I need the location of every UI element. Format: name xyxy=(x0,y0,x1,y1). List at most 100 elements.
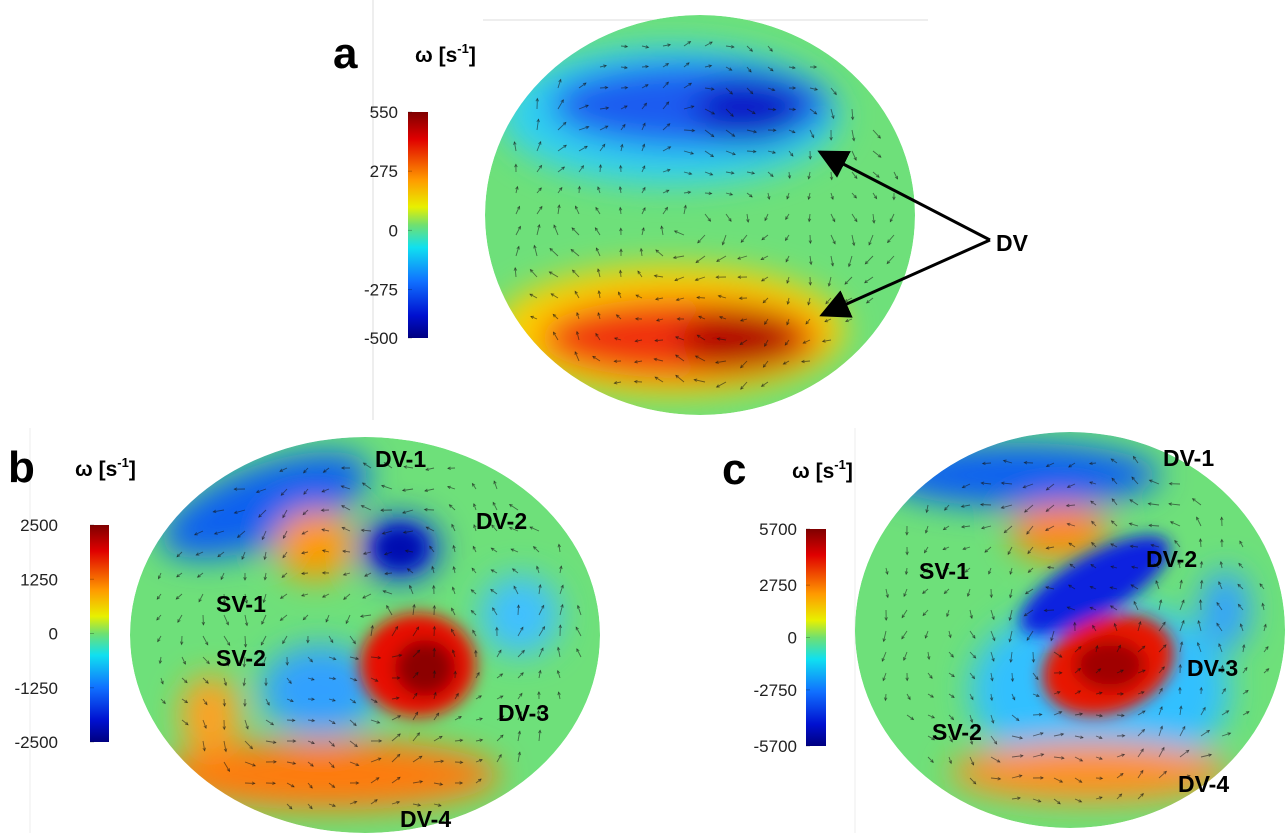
velocity-vector xyxy=(786,276,790,284)
vector-head xyxy=(645,45,650,49)
vector-head xyxy=(585,125,590,130)
velocity-vector xyxy=(1091,542,1097,548)
vector-head xyxy=(988,570,992,575)
velocity-vector xyxy=(570,249,580,257)
velocity-vector xyxy=(572,269,580,278)
vector-head xyxy=(203,725,207,729)
vector-head xyxy=(1198,538,1203,542)
velocity-vector xyxy=(965,567,971,573)
vector-head xyxy=(1245,711,1250,715)
vector-head xyxy=(1110,520,1115,524)
vector-head xyxy=(927,656,931,661)
vector-head xyxy=(404,549,409,553)
velocity-vector xyxy=(1158,599,1162,611)
velocity-vector xyxy=(433,760,444,763)
velocity-vector xyxy=(1200,707,1206,716)
vector-head xyxy=(1077,690,1082,694)
velocity-vector xyxy=(307,803,313,809)
vector-head xyxy=(453,670,457,675)
vector-head xyxy=(1000,505,1005,509)
vector-head xyxy=(1023,509,1028,513)
vector-head xyxy=(694,277,699,282)
velocity-vector xyxy=(391,626,399,637)
velocity-vector xyxy=(1010,651,1013,663)
vector-head xyxy=(292,739,297,743)
velocity-vector xyxy=(557,205,560,215)
velocity-vector xyxy=(282,551,288,558)
vector-head xyxy=(886,260,891,265)
velocity-vector xyxy=(982,462,992,464)
vector-head xyxy=(1079,758,1084,762)
velocity-vector xyxy=(244,761,256,767)
velocity-vector xyxy=(513,586,519,595)
vector-head xyxy=(362,551,367,555)
velocity-vector xyxy=(618,292,622,299)
vector-head xyxy=(156,595,161,600)
velocity-vector xyxy=(384,462,393,469)
vector-head xyxy=(179,641,184,646)
velocity-vector xyxy=(361,505,372,511)
velocity-vector xyxy=(787,297,790,305)
vector-head xyxy=(340,485,345,489)
velocity-vector xyxy=(704,41,713,47)
velocity-vector xyxy=(654,376,664,383)
vector-head xyxy=(769,67,774,72)
velocity-vector xyxy=(536,187,542,194)
vector-head xyxy=(340,466,345,470)
vector-head xyxy=(1009,659,1013,663)
vector-head xyxy=(1132,455,1137,460)
velocity-vector xyxy=(946,609,950,617)
vector-head xyxy=(808,155,812,160)
vector-head xyxy=(415,671,419,676)
vector-head xyxy=(739,341,744,346)
vector-head xyxy=(709,172,714,176)
velocity-vector xyxy=(1116,773,1124,779)
vector-head xyxy=(303,491,307,495)
velocity-vector xyxy=(517,605,520,616)
vector-head xyxy=(451,607,455,612)
velocity-vector xyxy=(262,656,267,666)
vector-head xyxy=(605,106,610,110)
velocity-vector xyxy=(370,799,378,805)
vector-head xyxy=(360,528,365,533)
velocity-vector xyxy=(1095,714,1103,717)
vector-head xyxy=(683,204,687,209)
velocity-vector xyxy=(181,677,188,683)
vector-head xyxy=(1148,523,1153,528)
vector-head xyxy=(1261,602,1265,607)
vector-head xyxy=(362,462,367,466)
vector-head xyxy=(1058,671,1063,675)
velocity-vector xyxy=(341,505,351,511)
vector-head xyxy=(655,318,660,322)
velocity-vector xyxy=(694,379,706,383)
velocity-vector xyxy=(491,569,498,574)
vector-head xyxy=(772,107,777,112)
vector-head xyxy=(355,781,360,785)
velocity-vector xyxy=(704,150,714,158)
vector-head xyxy=(158,660,163,665)
velocity-vector xyxy=(302,509,309,515)
vector-head xyxy=(1058,711,1063,715)
vector-head xyxy=(458,716,463,720)
velocity-vector xyxy=(948,714,954,720)
velocity-vector xyxy=(454,739,463,742)
vector-head xyxy=(642,122,646,127)
velocity-vector xyxy=(370,677,378,682)
velocity-vector xyxy=(412,604,415,616)
velocity-vector xyxy=(301,593,309,597)
vector-head xyxy=(786,300,790,305)
vector-head xyxy=(1038,712,1043,717)
velocity-vector xyxy=(767,171,774,177)
vector-head xyxy=(1141,669,1146,673)
velocity-vector xyxy=(1067,606,1076,611)
velocity-vector xyxy=(409,585,414,595)
velocity-vector xyxy=(557,166,565,173)
velocity-vector xyxy=(1110,566,1118,569)
velocity-vector xyxy=(864,276,874,284)
velocity-vector xyxy=(635,294,643,299)
vector-head xyxy=(1089,606,1094,611)
vector-head xyxy=(624,65,628,70)
velocity-vector xyxy=(538,647,544,658)
vector-head xyxy=(556,669,561,674)
